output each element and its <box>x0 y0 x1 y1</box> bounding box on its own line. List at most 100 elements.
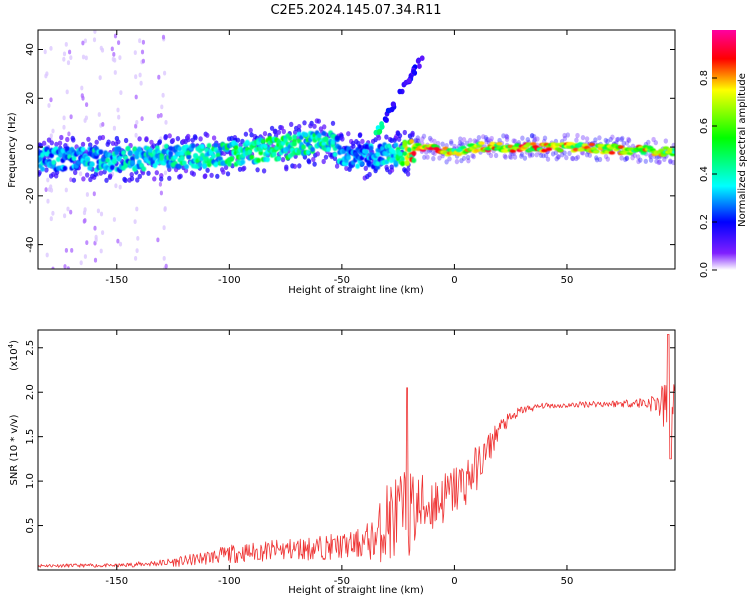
spectrogram-halo-cell <box>73 169 78 176</box>
spectrogram-halo-cell <box>340 136 345 142</box>
spectrogram-scatter-cell <box>163 206 167 211</box>
spectrogram-halo-cell <box>630 155 635 161</box>
spectrogram-scatter-cell <box>80 93 84 99</box>
spectrogram-halo-cell <box>653 140 658 146</box>
spectrogram-halo-cell <box>406 166 411 172</box>
spectrogram-halo-cell <box>318 126 324 132</box>
spectrogram-band-cell <box>98 149 104 155</box>
spectrogram-halo-cell <box>151 143 156 149</box>
spectrogram-x-tick-label: 50 <box>561 275 574 286</box>
spectrogram-halo-cell <box>553 150 559 156</box>
spectrogram-scatter-cell <box>49 97 53 103</box>
spectrogram-halo-cell <box>648 157 654 163</box>
spectrogram-scatter-cell <box>92 37 97 43</box>
spectrogram-halo-cell <box>415 137 420 143</box>
spectrogram-scatter-cell <box>161 92 165 98</box>
spectrogram-halo-cell <box>624 140 630 146</box>
spectrogram-band-cell <box>199 143 205 149</box>
spectrogram-band-cell <box>476 144 483 148</box>
spectrogram-band-cell <box>301 144 306 150</box>
spectrogram-halo-cell <box>65 136 70 143</box>
spectrogram-ticks: -150 -100 -50 0 50 40 20 0 -20 -40 <box>25 30 675 286</box>
spectrogram-halo-cell <box>647 152 653 158</box>
spectrogram-band-cell <box>671 147 675 152</box>
spectrogram-band-cell <box>134 150 140 156</box>
spectrogram-halo-cell <box>211 135 217 141</box>
spectrogram-halo-cell <box>308 123 313 129</box>
spectrogram-halo-cell <box>178 173 183 179</box>
spectrogram-halo-cell <box>432 138 437 144</box>
spectrogram-halo-cell <box>242 165 247 171</box>
spectrogram-halo-cell <box>302 120 307 126</box>
spectrogram-band-cell <box>62 165 68 171</box>
spectrogram-band-cell <box>179 155 185 162</box>
spectrogram-halo-cell <box>334 163 340 169</box>
spectrogram-band-cell <box>89 161 95 167</box>
spectrogram-halo-cell <box>545 156 551 162</box>
spectrogram-scatter-cell <box>141 39 145 45</box>
spectrogram-halo-cell <box>532 137 538 143</box>
spectrogram-scatter-cell <box>163 170 168 176</box>
spectrogram-halo-cell <box>261 168 267 174</box>
spectrogram-halo-cell <box>193 135 198 141</box>
spectrogram-band-cell <box>292 141 297 147</box>
spectrogram-scatter-cell <box>133 219 137 225</box>
spectrogram-band-cell <box>335 135 340 141</box>
spectrogram-halo-cell <box>255 167 260 173</box>
colorbar-tick-label: 0.4 <box>699 166 710 182</box>
spectrogram-scatter-cell <box>97 112 101 117</box>
spectrogram-band-cell <box>398 151 403 157</box>
snr-y-tick-label: 1.0 <box>25 473 36 489</box>
spectrogram-y-tick-label: -20 <box>25 188 36 204</box>
spectrogram-band-cell <box>226 161 232 167</box>
spectrogram-band-cell <box>332 151 338 157</box>
snr-x-tick-label: -50 <box>334 576 350 587</box>
spectrogram-halo-cell <box>248 127 253 133</box>
spectrogram-band-cell <box>496 142 503 146</box>
spectrogram-halo-cell <box>322 124 327 130</box>
spectrogram-halo-cell <box>562 135 568 142</box>
spectrogram-halo-cell <box>413 137 418 143</box>
spectrogram-halo-cell <box>497 137 502 144</box>
spectrogram-halo-cell <box>152 176 157 182</box>
spectrogram-scatter-cell <box>69 177 73 183</box>
spectrogram-halo-cell <box>397 133 403 139</box>
spectrogram-y-axis-label: Frequency (Hz) <box>7 112 18 188</box>
spectrogram-rising-cell <box>417 63 422 69</box>
spectrogram-halo-cell <box>542 135 548 141</box>
spectrogram-halo-cell <box>556 154 561 160</box>
spectrogram-band-cell <box>400 161 405 167</box>
spectrogram-band-cell <box>366 160 372 166</box>
spectrogram-halo-cell <box>597 156 603 163</box>
spectrogram-scatter-cell <box>65 89 69 95</box>
spectrogram-halo-cell <box>415 135 420 141</box>
spectrogram-halo-cell <box>489 135 494 142</box>
spectrogram-halo-cell <box>170 137 176 144</box>
spectrogram-band-cell <box>276 155 282 162</box>
spectrogram-band-cell <box>317 132 322 138</box>
spectrogram-halo-cell <box>431 156 436 162</box>
spectrogram-scatter-cell <box>156 113 160 119</box>
spectrogram-scatter-cell <box>85 240 89 246</box>
spectrogram-scatter-cell <box>138 72 142 78</box>
spectrogram-halo-cell <box>580 150 586 156</box>
spectrogram-scatter-cell <box>161 34 166 40</box>
spectrogram-halo-cell <box>427 135 433 141</box>
spectrogram-halo-cell <box>657 159 662 165</box>
spectrogram-band-cell <box>411 150 417 156</box>
spectrogram-halo-cell <box>430 149 436 156</box>
spectrogram-band-cell <box>265 156 270 163</box>
spectrogram-scatter-cell <box>63 264 67 269</box>
colorbar: 0.0 0.2 0.4 0.6 0.8 Normalized spectral ampl… <box>699 30 748 278</box>
spectrogram-halo-cell <box>205 167 210 173</box>
spectrogram-scatter-cell <box>118 55 122 60</box>
spectrogram-halo-cell <box>663 138 668 144</box>
spectrogram-halo-cell <box>630 143 636 149</box>
spectrogram-halo-cell <box>538 152 544 158</box>
spectrogram-halo-cell <box>543 152 549 159</box>
spectrogram-frame <box>37 29 676 270</box>
spectrogram-halo-cell <box>240 138 245 144</box>
spectrogram-rising-cell <box>411 69 417 75</box>
spectrogram-halo-cell <box>527 151 533 157</box>
spectrogram-halo-cell <box>269 125 275 131</box>
